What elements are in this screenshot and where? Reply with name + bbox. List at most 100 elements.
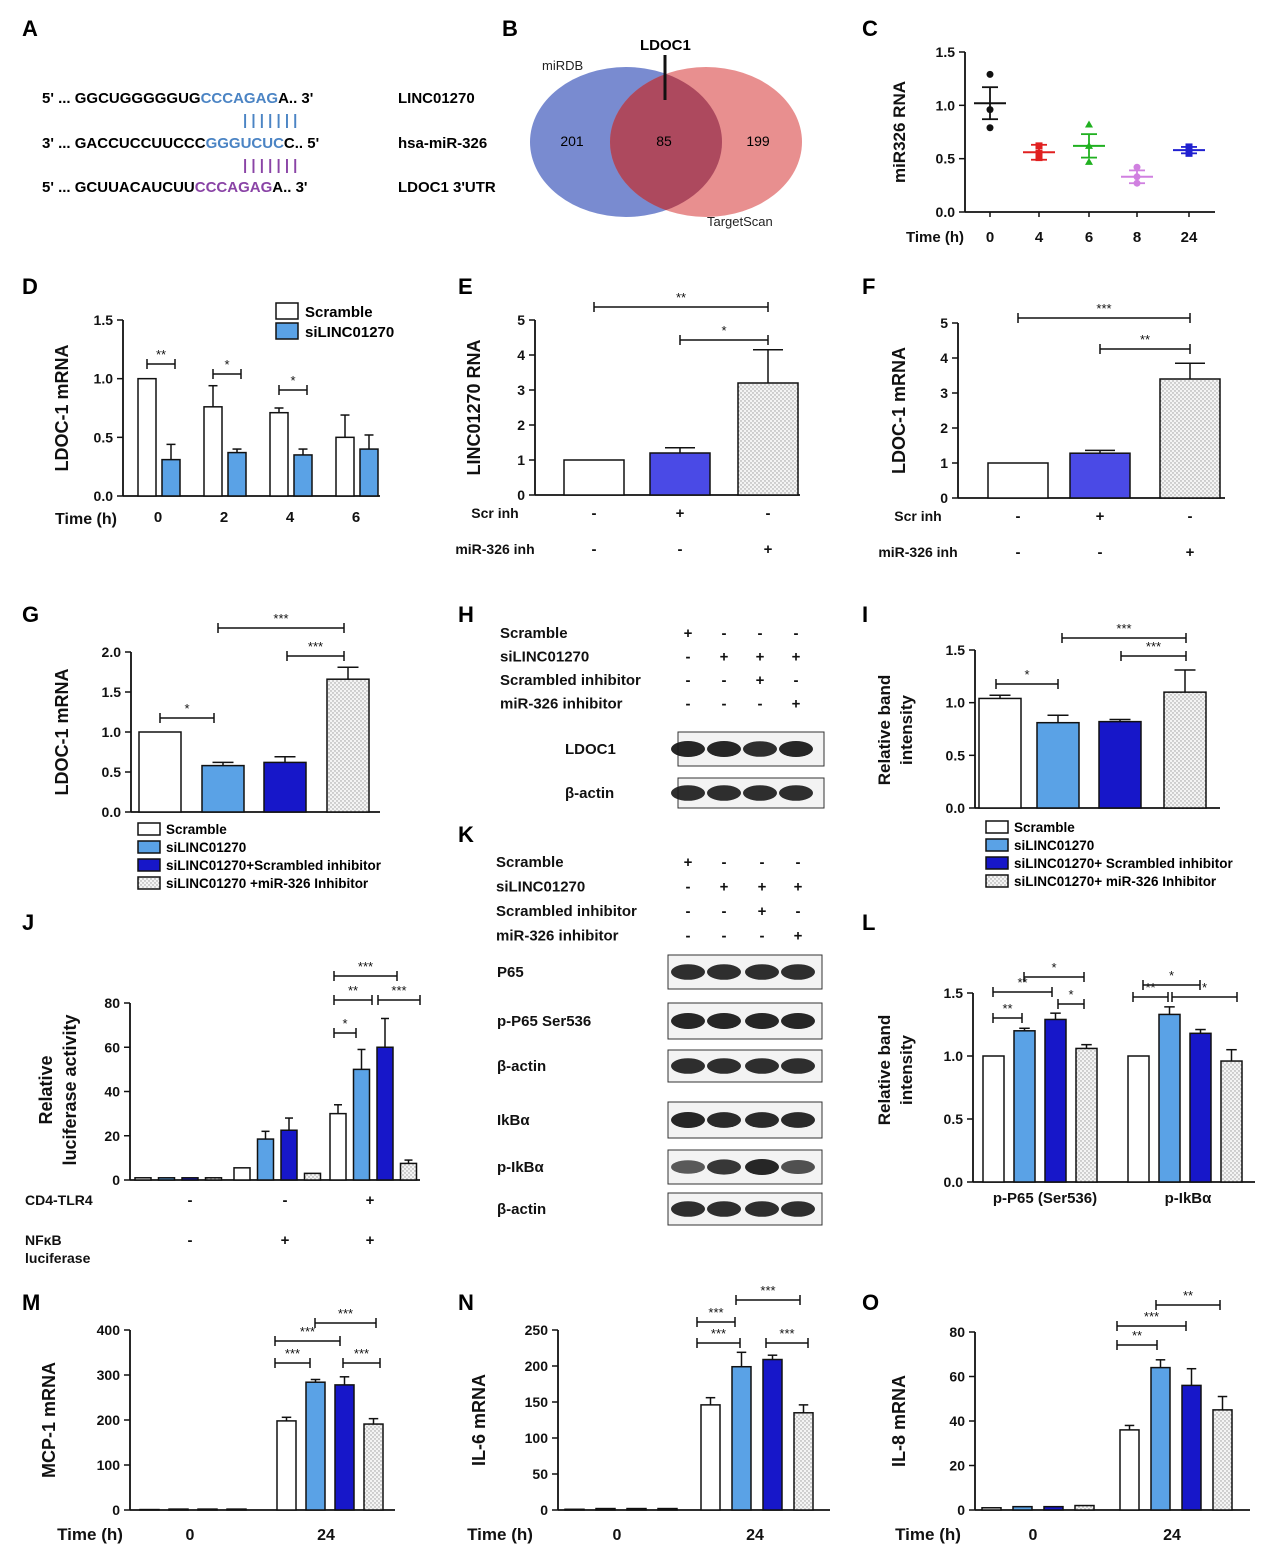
- condition-mark-f: +: [1096, 508, 1105, 525]
- blot-band: [745, 1201, 779, 1217]
- x-tick-label-l: p-P65 (Ser536): [993, 1190, 1097, 1207]
- y-tick-label-m: 0: [112, 1502, 120, 1518]
- y-axis-label-g: LDOC-1 mRNA: [52, 668, 72, 795]
- x-tick-label-d: 4: [286, 509, 295, 526]
- bar-d-scramble: [335, 436, 355, 497]
- sig-label-l: *: [1068, 987, 1073, 1002]
- y-tick-label-i: 0.5: [946, 747, 966, 763]
- legend-i-swatch-2: [985, 838, 1009, 852]
- chart-c: 0.0 0.5 1.0 1.5 miR326 RNA 0 4 6 8 24 Time (h): [890, 44, 1215, 246]
- legend-g-swatch-3: [137, 858, 161, 872]
- panel-k-blot: Scramble + - - - siLINC01270 - + + + Scrambled inh…: [496, 854, 823, 1226]
- condition-mark-j: +: [366, 1232, 375, 1249]
- y-axis-label-d: LDOC-1 mRNA: [52, 344, 72, 471]
- x-axis-label-d: Time (h): [55, 511, 117, 528]
- blot-condition-label: miR-326 inhibitor: [496, 928, 619, 945]
- blot-band: [671, 1013, 705, 1029]
- y-tick-label-n: 200: [525, 1358, 549, 1374]
- condition-label-j-2: luciferase: [25, 1250, 91, 1266]
- y-tick-label-j: 60: [104, 1039, 120, 1055]
- blot-condition-mark: +: [794, 928, 803, 945]
- x-tick-label-n: 0: [613, 1527, 622, 1544]
- legend-g-swatch-2: [137, 840, 161, 854]
- bar-j: [181, 1177, 199, 1181]
- y-tick-label-i: 1.5: [946, 642, 966, 658]
- y-tick-label-c: 1.0: [936, 97, 956, 113]
- chart-l: 0.0 0.5 1.0 1.5 Relative band intensity p-P65 …: [875, 960, 1255, 1207]
- bar-i: [1163, 691, 1207, 809]
- panel-a-sequences: 5' ... GGCUGGGGGUGCCCAGAGA.. 3' LINC0127…: [42, 90, 496, 196]
- blot-condition-mark: -: [722, 696, 727, 713]
- sig-label-n: ***: [708, 1305, 723, 1320]
- condition-mark-e: -: [766, 505, 771, 522]
- sig-label-n: ***: [760, 1283, 775, 1298]
- condition-mark-f: -: [1016, 508, 1021, 525]
- blot-band: [671, 964, 705, 980]
- condition-label-j: NFκB: [25, 1232, 62, 1248]
- panel-letter-d: D: [22, 274, 38, 299]
- x-axis-label-o: Time (h): [895, 1525, 961, 1544]
- sig-label-o: ***: [1144, 1309, 1159, 1324]
- blot-condition-label: siLINC01270: [500, 649, 589, 666]
- panel-letter-g: G: [22, 602, 39, 627]
- bar-j: [157, 1177, 176, 1181]
- chart-j: 0 20 40 60 80 Relative luciferase activity CD4-…: [25, 959, 421, 1266]
- bar-m: [226, 1508, 247, 1511]
- y-axis-label-f: LDOC-1 mRNA: [889, 347, 909, 474]
- y-axis-label-n: IL-6 mRNA: [469, 1374, 489, 1466]
- bar-e: [563, 459, 625, 496]
- seq-row-ldoc: 5' ... GCUUACAUCUUCCCAGAGA.. 3': [42, 179, 308, 196]
- condition-mark-f: -: [1188, 508, 1193, 525]
- x-tick-label-c: 6: [1085, 229, 1093, 246]
- x-tick-label-m: 0: [186, 1527, 195, 1544]
- sig-label-m: ***: [354, 1346, 369, 1361]
- bar-n: [793, 1412, 814, 1511]
- blot-band: [671, 785, 705, 801]
- data-point-c: [1133, 179, 1141, 187]
- blot-condition-mark: +: [720, 879, 729, 896]
- y-axis-label-e: LINC01270 RNA: [464, 339, 484, 475]
- x-tick-label-d: 0: [154, 509, 162, 526]
- panel-letter-k: K: [458, 822, 474, 847]
- blot-band-label: β-actin: [497, 1201, 546, 1218]
- data-point-c: [1035, 154, 1043, 162]
- data-point-c: [1035, 142, 1043, 150]
- legend-d-label-si: siLINC01270: [305, 324, 394, 341]
- venn-right-count: 199: [746, 133, 770, 149]
- bar-m: [197, 1508, 218, 1511]
- y-tick-label-i: 1.0: [946, 695, 966, 711]
- blot-condition-mark: -: [686, 879, 691, 896]
- blot-band: [671, 1058, 705, 1074]
- blot-condition-mark: -: [686, 672, 691, 689]
- blot-condition-mark: +: [756, 649, 765, 666]
- blot-condition-mark: -: [686, 903, 691, 920]
- y-axis-label-i-line1: Relative band: [875, 675, 894, 786]
- bar-d-scramble: [137, 377, 157, 497]
- blot-condition-mark: +: [792, 696, 801, 713]
- blot-band-label: β-actin: [565, 785, 614, 802]
- blot-condition-mark: -: [796, 854, 801, 871]
- bar-j: [204, 1177, 223, 1181]
- bar-n: [564, 1508, 585, 1511]
- sig-label-o: **: [1132, 1328, 1142, 1343]
- blot-condition-label: Scrambled inhibitor: [496, 903, 637, 920]
- blot-band: [707, 785, 741, 801]
- panel-letter-b: B: [502, 16, 518, 41]
- bar-l: [982, 1055, 1005, 1183]
- condition-mark-j: -: [188, 1192, 193, 1209]
- legend-d-swatch-scramble: [275, 302, 299, 320]
- panel-letter-j: J: [22, 910, 34, 935]
- sig-label-i: *: [1024, 667, 1029, 682]
- y-tick-label-o: 60: [949, 1369, 965, 1385]
- blot-condition-mark: -: [760, 928, 765, 945]
- blot-condition-label: Scramble: [496, 854, 564, 871]
- sig-label-i: ***: [1116, 621, 1131, 636]
- y-tick-label-n: 100: [525, 1430, 549, 1446]
- bar-f: [987, 462, 1049, 499]
- blot-band: [707, 964, 741, 980]
- bar-d-scramble: [269, 411, 289, 497]
- panel-letter-c: C: [862, 16, 878, 41]
- legend-i: Scramble siLINC01270 siLINC01270+ Scramb…: [985, 820, 1233, 889]
- blot-band-label: p-P65 Ser536: [497, 1013, 591, 1030]
- blot-band: [671, 1112, 705, 1128]
